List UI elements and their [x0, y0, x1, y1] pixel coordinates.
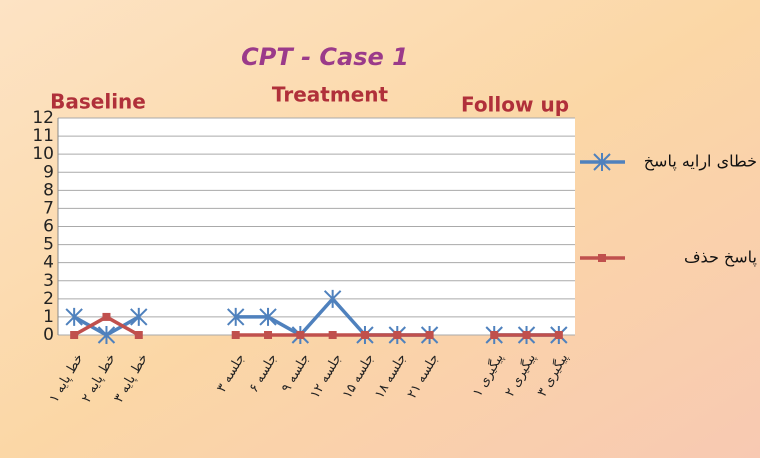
y-tick-label: 7 — [43, 198, 54, 218]
data-point — [296, 331, 305, 339]
y-tick-label: 0 — [43, 325, 54, 345]
data-point — [102, 312, 111, 321]
phase-label: Baseline — [50, 90, 146, 114]
y-tick-label: 10 — [32, 144, 54, 164]
y-tick-label: 6 — [43, 217, 54, 237]
y-tick-label: 4 — [43, 253, 54, 273]
y-tick-label: 5 — [43, 235, 54, 255]
chart-title: CPT - Case 1 — [241, 43, 409, 71]
y-tick-label: 3 — [43, 271, 54, 291]
phase-label: Follow up — [461, 93, 569, 117]
data-point — [490, 331, 499, 339]
data-point — [231, 331, 240, 339]
data-point — [65, 307, 83, 326]
data-point — [328, 331, 337, 339]
data-point — [130, 307, 148, 326]
data-point — [264, 331, 273, 339]
y-tick-label: 9 — [43, 162, 54, 182]
legend-marker — [598, 254, 606, 262]
data-point — [425, 331, 434, 339]
y-tick-label: 11 — [32, 126, 54, 146]
y-tick-label: 1 — [43, 307, 54, 327]
data-point — [522, 331, 531, 339]
y-tick-label: 8 — [43, 180, 54, 200]
data-point — [323, 289, 342, 308]
data-point — [97, 326, 116, 344]
data-point — [134, 331, 143, 339]
data-point — [70, 331, 79, 339]
data-point — [554, 331, 563, 339]
data-point — [360, 331, 369, 339]
legend-marker — [593, 153, 611, 171]
legend-label: پاسخ حذف — [684, 248, 757, 268]
y-tick-label: 12 — [32, 108, 54, 128]
phase-label: Treatment — [272, 83, 389, 107]
data-point — [393, 331, 402, 339]
y-tick-label: 2 — [43, 289, 54, 309]
legend-label: خطای ارایه پاسخ — [644, 152, 757, 172]
data-point — [227, 307, 245, 326]
data-point — [259, 307, 277, 326]
